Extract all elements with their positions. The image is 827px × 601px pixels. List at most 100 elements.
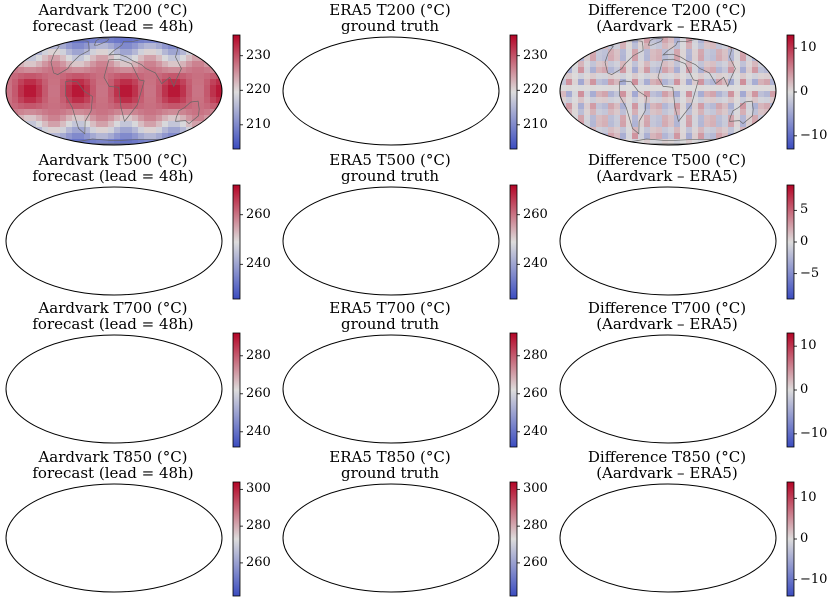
- colorbar-tick-label: 0: [800, 382, 809, 397]
- map-border: [559, 334, 777, 444]
- coastline-outline: [94, 189, 109, 196]
- panel-subtitle: ground truth: [340, 464, 440, 482]
- colorbar-tick-label: −5: [800, 265, 820, 281]
- temperature-map: [5, 186, 223, 296]
- colorbar-tick-label: 10: [800, 338, 817, 354]
- coastline-outline: [647, 38, 664, 46]
- colorbar-tick-label: 260: [246, 385, 271, 401]
- panel-subtitle: forecast (lead = 48h): [32, 167, 194, 185]
- coastline-outline: [658, 209, 698, 271]
- colorbar-tick-label: 230: [523, 47, 548, 63]
- panel-title: Difference T200 (°C): [587, 1, 747, 19]
- panel-subtitle: ground truth: [340, 17, 440, 35]
- coastline-outline: [342, 81, 369, 134]
- colorbar-tick-label: 280: [523, 518, 548, 534]
- coastline-outline: [328, 41, 366, 75]
- coastline-outline: [104, 357, 144, 419]
- colorbar-tick-label: 0: [800, 531, 809, 546]
- coastline-outline: [104, 209, 144, 271]
- coastline-outline: [109, 486, 181, 533]
- coastline-outline: [605, 191, 643, 225]
- panel-subtitle: (Aardvark – ERA5): [596, 17, 738, 35]
- coastline-outline: [176, 251, 200, 274]
- coastline-outline: [453, 251, 477, 274]
- coastline-outline: [103, 58, 145, 123]
- coastline-outline: [342, 528, 369, 581]
- colorbar: [232, 184, 241, 300]
- colorbar-tick-label: 210: [246, 116, 271, 132]
- coastline-outline: [453, 548, 477, 571]
- map-border: [282, 483, 500, 593]
- coastline-outline: [381, 506, 421, 568]
- coastline-outline: [657, 58, 699, 123]
- coastline-outline: [381, 59, 421, 121]
- map-border: [282, 334, 500, 444]
- coastline-outline: [65, 528, 92, 581]
- coastline-outline: [371, 337, 386, 344]
- coastline-outline: [663, 337, 735, 384]
- coastline-outline: [328, 339, 366, 373]
- difference-map: [559, 334, 777, 444]
- coastline-outline: [386, 189, 458, 236]
- colorbar-tick-label: 240: [246, 423, 271, 439]
- coastline-outline: [109, 337, 181, 384]
- coastline-outline: [94, 337, 109, 344]
- colorbar-tick-label: 0: [800, 84, 809, 99]
- coastline-outline: [619, 231, 646, 284]
- coastline-outline: [662, 39, 736, 88]
- map-border: [5, 483, 223, 593]
- colorbar: [232, 481, 241, 597]
- temperature-map: [5, 334, 223, 444]
- coastline-outline: [93, 38, 110, 46]
- coastline-outline: [94, 486, 109, 493]
- panel-subtitle: ground truth: [340, 167, 440, 185]
- panel-title: Difference T850 (°C): [587, 448, 747, 466]
- coastline-outline: [730, 399, 754, 422]
- temperature-map: [5, 36, 223, 146]
- map-border: [559, 186, 777, 296]
- colorbar-tick-label: 260: [523, 554, 548, 570]
- coastline-outline: [663, 486, 735, 533]
- colorbar-tick-label: 240: [523, 423, 548, 439]
- difference-map: [559, 483, 777, 593]
- panel-subtitle: (Aardvark – ERA5): [596, 167, 738, 185]
- coastline-outline: [648, 486, 663, 493]
- coastline-outline: [65, 231, 92, 284]
- temperature-map: [5, 483, 223, 593]
- coastline-outline: [619, 528, 646, 581]
- coastline-outline: [730, 251, 754, 274]
- coastline-outline: [65, 379, 92, 432]
- colorbar-tick-label: 280: [523, 347, 548, 363]
- map-border: [559, 483, 777, 593]
- coastline-outline: [648, 189, 663, 196]
- colorbar-tick-label: −10: [800, 127, 827, 143]
- colorbar-tick-label: 240: [523, 256, 548, 272]
- panel-title: Aardvark T850 (°C): [38, 448, 188, 466]
- coastline-outline: [386, 39, 458, 86]
- colorbar-tick-label: 260: [246, 206, 271, 222]
- colorbar-tick-label: 260: [523, 385, 548, 401]
- coastline-outline: [64, 80, 93, 135]
- coastline-outline: [658, 506, 698, 568]
- colorbar-tick-label: 300: [523, 481, 548, 497]
- colorbar-tick-label: 300: [246, 481, 271, 497]
- colorbar: [786, 184, 795, 300]
- colorbar: [232, 332, 241, 448]
- panel-title: Aardvark T500 (°C): [38, 151, 188, 169]
- coastline-outline: [371, 39, 386, 46]
- difference-map: [559, 36, 777, 146]
- colorbar: [509, 332, 518, 448]
- colorbar-tick-label: 0: [800, 234, 809, 249]
- coastline-outline: [175, 100, 200, 125]
- panel-title: Difference T700 (°C): [587, 299, 747, 317]
- coastline-outline: [381, 209, 421, 271]
- colorbar-tick-label: 240: [246, 256, 271, 272]
- map-border: [282, 36, 500, 146]
- coastline-outline: [730, 548, 754, 571]
- coastline-outline: [108, 39, 182, 88]
- map-border: [282, 186, 500, 296]
- panel-subtitle: (Aardvark – ERA5): [596, 315, 738, 333]
- coastline-outline: [604, 40, 644, 75]
